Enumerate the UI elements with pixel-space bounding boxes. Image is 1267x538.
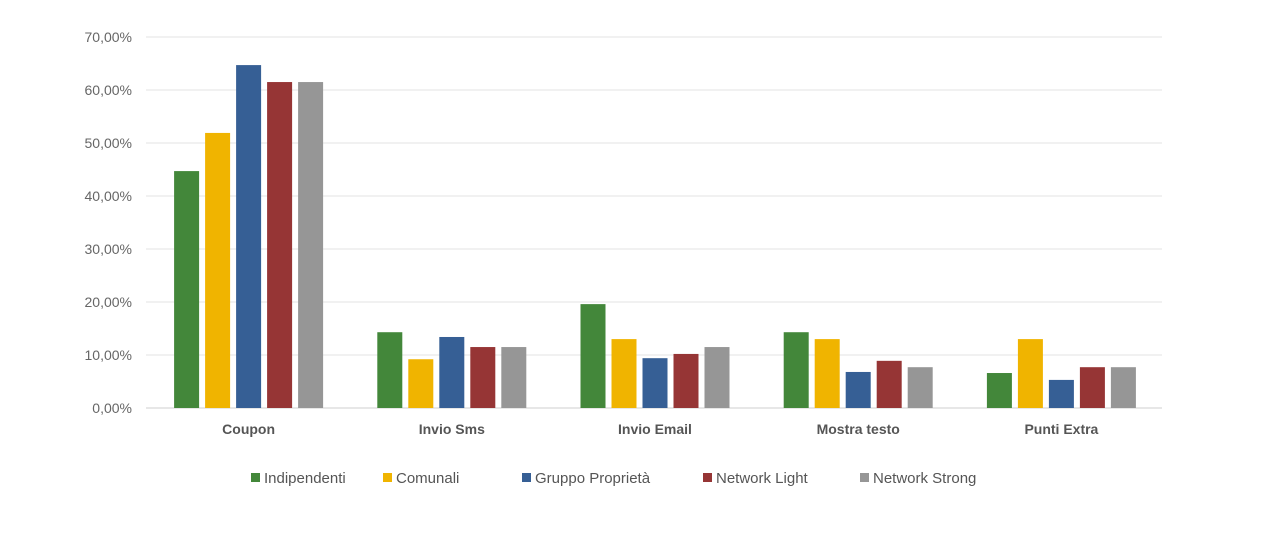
bar-network-strong bbox=[704, 347, 730, 408]
x-tick-label: Invio Email bbox=[618, 421, 692, 437]
bar-indipendenti bbox=[580, 304, 606, 408]
y-tick-label: 20,00% bbox=[85, 294, 132, 310]
bar-gruppo-proprietà bbox=[642, 358, 668, 408]
x-tick-label: Punti Extra bbox=[1024, 421, 1098, 437]
bar-network-light bbox=[876, 360, 902, 408]
bars bbox=[174, 65, 1136, 409]
bar-gruppo-proprietà bbox=[1048, 379, 1074, 408]
bar-comunali bbox=[408, 359, 434, 408]
x-tick-label: Coupon bbox=[222, 421, 275, 437]
bar-comunali bbox=[205, 132, 231, 408]
bar-network-light bbox=[673, 353, 699, 408]
legend-label: Gruppo Proprietà bbox=[535, 470, 651, 487]
bar-network-light bbox=[470, 347, 496, 408]
y-tick-label: 30,00% bbox=[85, 241, 132, 257]
bar-comunali bbox=[611, 339, 637, 408]
legend-swatch bbox=[522, 473, 531, 482]
bar-comunali bbox=[814, 339, 840, 408]
legend-label: Comunali bbox=[396, 470, 459, 487]
legend-swatch bbox=[383, 473, 392, 482]
y-tick-label: 0,00% bbox=[92, 400, 132, 416]
legend-label: Network Strong bbox=[873, 470, 976, 487]
bar-indipendenti bbox=[783, 332, 809, 408]
bar-gruppo-proprietà bbox=[439, 336, 465, 408]
x-tick-label: Mostra testo bbox=[817, 421, 900, 437]
bar-indipendenti bbox=[377, 332, 403, 408]
bar-network-strong bbox=[1110, 367, 1136, 408]
bar-gruppo-proprietà bbox=[236, 65, 262, 408]
bar-network-light bbox=[267, 82, 293, 409]
x-axis-ticks: Coupon Invio Sms Invio Email Mostra testo Pu… bbox=[222, 421, 1098, 437]
y-tick-label: 10,00% bbox=[85, 347, 132, 363]
legend-swatch bbox=[251, 473, 260, 482]
y-tick-label: 70,00% bbox=[85, 29, 132, 45]
y-tick-label: 60,00% bbox=[85, 82, 132, 98]
legend-label: Indipendenti bbox=[264, 470, 346, 487]
y-axis-ticks: 0,00% 10,00% 20,00% 30,00% 40,00% 50,00% 60,00… bbox=[85, 29, 132, 416]
y-tick-label: 50,00% bbox=[85, 135, 132, 151]
legend-swatch bbox=[703, 473, 712, 482]
bar-network-strong bbox=[501, 347, 527, 408]
legend-swatch bbox=[860, 473, 869, 482]
bar-network-light bbox=[1079, 367, 1105, 408]
bar-indipendenti bbox=[174, 171, 200, 408]
x-tick-label: Invio Sms bbox=[419, 421, 485, 437]
legend: Indipendenti Comunali Gruppo Proprietà Netw… bbox=[251, 470, 976, 487]
bar-comunali bbox=[1017, 339, 1043, 408]
bar-network-strong bbox=[907, 367, 933, 408]
bar-gruppo-proprietà bbox=[845, 371, 871, 408]
y-tick-label: 40,00% bbox=[85, 188, 132, 204]
bar-indipendenti bbox=[986, 373, 1012, 408]
legend-label: Network Light bbox=[716, 470, 809, 487]
bar-network-strong bbox=[298, 82, 324, 409]
